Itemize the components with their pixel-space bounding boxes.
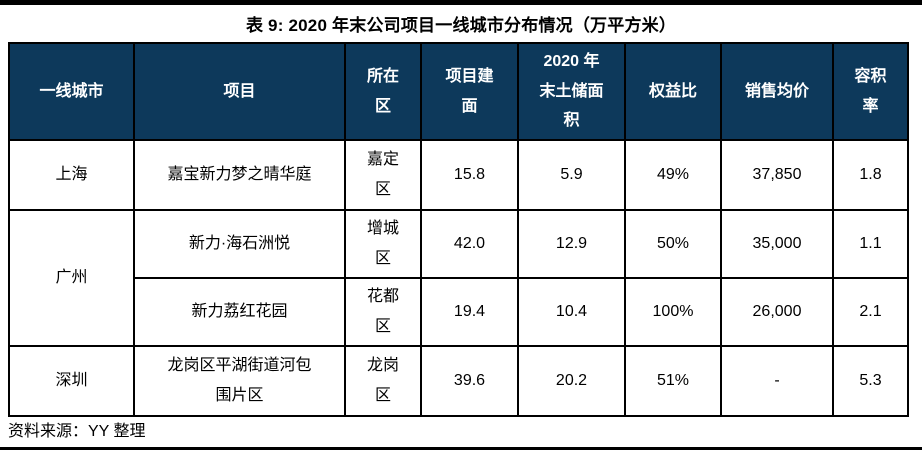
cell-avg-price: - <box>720 345 834 417</box>
cell-avg-price: 37,850 <box>720 139 834 211</box>
cell-plot-ratio: 1.1 <box>832 209 909 279</box>
col-header-avg-price: 销售均价 <box>720 42 834 141</box>
cell-land-reserve: 5.9 <box>517 139 626 211</box>
cell-land-reserve: 20.2 <box>517 345 626 417</box>
col-header-city: 一线城市 <box>8 42 135 141</box>
header-row: 一线城市 项目 所在 区 项目建 面 2020 年 末土储面 积 权益比 销售均… <box>8 42 909 141</box>
col-header-land-reserve: 2020 年 末土储面 积 <box>517 42 626 141</box>
table-title: 表 9: 2020 年末公司项目一线城市分布情况（万平方米） <box>245 16 677 35</box>
cell-equity-ratio: 51% <box>624 345 722 417</box>
cell-city-merged: 广州 <box>8 209 135 347</box>
cell-avg-price: 35,000 <box>720 209 834 279</box>
cell-land-reserve: 10.4 <box>517 277 626 347</box>
cell-project: 新力荔红花园 <box>133 277 346 347</box>
cell-district: 增城 区 <box>344 209 422 279</box>
cell-project: 龙岗区平湖街道河包 围片区 <box>133 345 346 417</box>
cell-equity-ratio: 50% <box>624 209 722 279</box>
cell-district: 嘉定 区 <box>344 139 422 211</box>
cell-avg-price: 26,000 <box>720 277 834 347</box>
city-projects-table: 一线城市 项目 所在 区 项目建 面 2020 年 末土储面 积 权益比 销售均… <box>8 42 909 417</box>
cell-built-area: 19.4 <box>420 277 519 347</box>
cell-built-area: 39.6 <box>420 345 519 417</box>
col-header-project: 项目 <box>133 42 346 141</box>
cell-district: 龙岗 区 <box>344 345 422 417</box>
col-header-built-area: 项目建 面 <box>420 42 519 141</box>
cell-plot-ratio: 1.8 <box>832 139 909 211</box>
cell-equity-ratio: 100% <box>624 277 722 347</box>
col-header-plot-ratio: 容积 率 <box>832 42 909 141</box>
table-row-guangzhou-2: 新力荔红花园 花都 区 19.4 10.4 100% 26,000 2.1 <box>9 277 909 347</box>
cell-project: 新力·海石洲悦 <box>133 209 346 279</box>
cell-land-reserve: 12.9 <box>517 209 626 279</box>
cell-city: 上海 <box>8 139 135 211</box>
bottom-divider <box>0 447 922 450</box>
top-divider <box>0 0 922 5</box>
cell-built-area: 42.0 <box>420 209 519 279</box>
cell-equity-ratio: 49% <box>624 139 722 211</box>
col-header-equity-ratio: 权益比 <box>624 42 722 141</box>
cell-district: 花都 区 <box>344 277 422 347</box>
table-row-guangzhou-1: 广州 新力·海石洲悦 增城 区 42.0 12.9 50% 35,000 1.1 <box>8 209 909 347</box>
col-header-district: 所在 区 <box>344 42 422 141</box>
cell-project: 嘉宝新力梦之晴华庭 <box>133 139 346 211</box>
cell-city: 深圳 <box>8 345 135 417</box>
cell-built-area: 15.8 <box>420 139 519 211</box>
cell-plot-ratio: 5.3 <box>832 345 909 417</box>
cell-plot-ratio: 2.1 <box>832 277 909 347</box>
source-note: 资料来源：YY 整理 <box>8 423 146 440</box>
table-row-shenzhen: 深圳 龙岗区平湖街道河包 围片区 龙岗 区 39.6 20.2 51% - 5.… <box>8 345 909 417</box>
table-row-shanghai: 上海 嘉宝新力梦之晴华庭 嘉定 区 15.8 5.9 49% 37,850 1.… <box>8 139 909 211</box>
